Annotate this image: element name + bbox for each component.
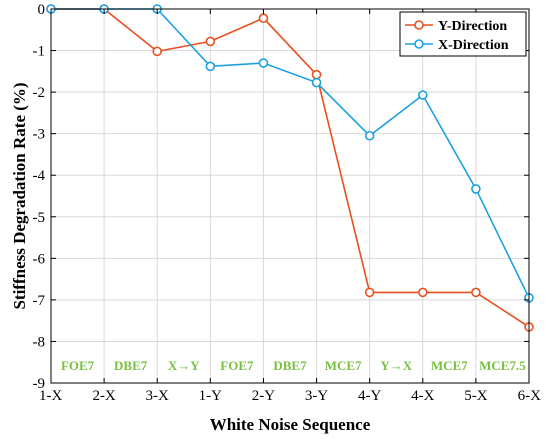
y-axis-ticks: 0 -1 -2 -3 -4 -5 -6 -7 -8 -9 bbox=[33, 2, 529, 392]
phase-label: MCE7.5 bbox=[479, 358, 526, 373]
data-point bbox=[311, 77, 322, 88]
phase-label: X→Y bbox=[168, 358, 200, 373]
phase-label: DBE7 bbox=[273, 358, 307, 373]
x-tick-label: 2-Y bbox=[252, 388, 275, 404]
x-tick-label: 4-X bbox=[411, 388, 434, 404]
phase-label: MCE7 bbox=[325, 358, 362, 373]
plot-frame bbox=[50, 8, 530, 384]
data-point bbox=[471, 287, 481, 298]
y-tick-label: -7 bbox=[33, 293, 46, 309]
y-tick-label: -2 bbox=[33, 85, 46, 101]
x-tick-label: 2-X bbox=[92, 388, 115, 404]
y-tick-label: -5 bbox=[33, 210, 46, 226]
phase-label: DBE7 bbox=[114, 358, 148, 373]
x-tick-label: 4-Y bbox=[358, 388, 381, 404]
legend-label: X-Direction bbox=[438, 38, 509, 53]
y-tick-label: -6 bbox=[33, 251, 46, 267]
data-point bbox=[311, 69, 322, 80]
data-point bbox=[258, 58, 269, 68]
phase-label: FOE7 bbox=[220, 358, 254, 373]
x-axis-title: White Noise Sequence bbox=[210, 415, 371, 434]
legend: Y-Direction X-Direction bbox=[399, 11, 527, 57]
y-tick-label: -9 bbox=[33, 376, 46, 392]
data-point bbox=[417, 287, 428, 298]
data-point bbox=[152, 46, 163, 57]
data-point bbox=[417, 90, 428, 100]
legend-label: Y-Direction bbox=[438, 19, 507, 34]
x-tick-label: 3-X bbox=[146, 388, 169, 404]
legend-box bbox=[399, 11, 527, 57]
x-tick-label: 1-X bbox=[39, 388, 62, 404]
phase-annotations: FOE7 DBE7 X→Y FOE7 DBE7 MCE7 Y→X MCE7 MCE7.5 bbox=[61, 358, 526, 373]
x-tick-label: 5-X bbox=[464, 388, 487, 404]
legend-marker bbox=[414, 39, 424, 49]
legend-marker bbox=[414, 20, 424, 30]
phase-label: MCE7 bbox=[431, 358, 468, 373]
data-point bbox=[258, 13, 269, 23]
phase-label: FOE7 bbox=[61, 358, 95, 373]
x-tick-label: 1-Y bbox=[199, 388, 222, 404]
y-tick-label: 0 bbox=[38, 2, 46, 18]
data-point bbox=[205, 36, 216, 47]
grid-lines bbox=[50, 8, 530, 384]
y-axis-title: Stiffness Degradation Rate (%) bbox=[10, 82, 29, 309]
phase-label: Y→X bbox=[380, 358, 412, 373]
y-tick-label: -4 bbox=[33, 168, 46, 184]
y-tick-label: -3 bbox=[33, 127, 46, 143]
x-tick-label: 6-X bbox=[518, 388, 541, 404]
y-tick-label: -1 bbox=[33, 44, 46, 60]
x-tick-label: 3-Y bbox=[305, 388, 328, 404]
series-line bbox=[51, 8, 530, 328]
y-tick-label: -8 bbox=[33, 334, 46, 350]
x-axis-ticks: 1-X 2-X 3-X 1-Y 2-Y 3-Y 4-Y 4-X 5-X 6-X bbox=[39, 9, 541, 404]
data-point bbox=[364, 287, 375, 298]
data-point bbox=[205, 61, 216, 72]
data-point bbox=[471, 184, 481, 194]
data-point bbox=[364, 130, 375, 141]
